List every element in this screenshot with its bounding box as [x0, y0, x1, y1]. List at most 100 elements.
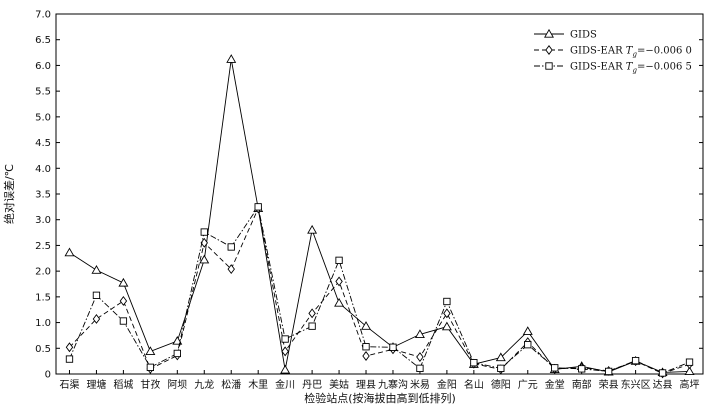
x-tick-label: 木里 — [248, 379, 268, 391]
x-tick-label: 丹巴 — [302, 379, 322, 391]
legend-tg-symbol: T — [623, 62, 634, 73]
data-point-triangle — [118, 277, 129, 287]
x-tick-label: 广元 — [518, 379, 538, 391]
x-axis: 石渠 理塘 稻城 甘孜 阿坝 九龙 松潘 木里 金川 丹巴 美姑 理县 九寨沟 米易 金阳 名山 德阳 广元 金堂南… — [59, 370, 700, 391]
y-tick-label: 5.0 — [35, 112, 51, 123]
data-point-triangle — [307, 224, 318, 234]
x-tick-label: 理塘 — [86, 378, 106, 391]
data-point-square — [281, 335, 289, 343]
y-tick-label: 2.0 — [35, 267, 51, 278]
data-point-triangle — [199, 254, 210, 264]
data-point-triangle — [441, 321, 452, 331]
data-point-triangle — [91, 265, 102, 274]
legend-label: GIDS-EAR Tg=−0.006 5 — [570, 62, 692, 75]
data-point-diamond — [119, 296, 128, 306]
data-point-triangle — [414, 329, 425, 338]
data-point-square — [551, 364, 559, 372]
y-tick-label: 6.0 — [35, 61, 51, 72]
legend-marker-diamond — [545, 45, 553, 55]
legend-label: GIDS-EAR Tg=−0.006 0 — [570, 46, 692, 59]
data-point-triangle — [64, 247, 75, 257]
legend-tg-symbol: T — [623, 46, 634, 57]
x-tick-label: 德阳 — [491, 378, 511, 391]
data-point-square — [200, 228, 208, 236]
data-point-triangle — [361, 321, 371, 330]
x-tick-label: 石渠 — [59, 379, 79, 391]
data-point-square — [308, 322, 316, 330]
y-tick-label: 4.5 — [35, 138, 51, 149]
data-point-square — [173, 349, 181, 358]
x-tick-label: 名山 — [464, 378, 484, 391]
data-point-square — [578, 365, 586, 373]
data-point-square — [685, 358, 694, 366]
x-tick-label: 荣县 — [599, 379, 619, 391]
x-tick-label: 高坪 — [680, 378, 700, 391]
data-point-triangle — [226, 54, 237, 63]
data-point-square — [631, 356, 640, 365]
data-point-diamond — [65, 342, 74, 353]
x-tick-label: 甘孜 — [140, 378, 160, 391]
data-point-diamond — [335, 276, 343, 287]
data-point-triangle — [522, 326, 533, 335]
x-tick-label: 稻城 — [113, 379, 133, 391]
x-tick-label: 九龙 — [194, 378, 214, 391]
legend-tg-subscript: g — [632, 67, 637, 75]
series-2 — [65, 203, 694, 379]
legend-tg-subscript: g — [632, 51, 637, 59]
data-point-square — [389, 343, 397, 351]
legend-suffix: =−0.006 0 — [637, 46, 692, 57]
data-point-diamond — [443, 308, 451, 319]
x-tick-label: 金堂 — [545, 378, 565, 391]
data-point-square — [658, 369, 667, 377]
y-tick-label: 5.5 — [35, 87, 51, 98]
x-tick-label: 南部 — [572, 378, 592, 391]
data-point-square — [119, 317, 128, 325]
y-tick-label: 4.0 — [35, 164, 51, 175]
data-point-triangle — [495, 352, 506, 362]
data-point-square — [335, 256, 343, 264]
series-line — [69, 205, 690, 374]
x-tick-label: 美姑 — [329, 378, 349, 391]
data-point-triangle — [334, 297, 345, 307]
x-tick-label: 松潘 — [221, 378, 241, 391]
data-point-square — [497, 364, 505, 372]
x-tick-label: 米易 — [410, 378, 430, 391]
data-point-square — [362, 343, 370, 351]
y-tick-label: 7.0 — [35, 10, 51, 21]
data-point-square — [227, 243, 235, 251]
legend-series-name: GIDS-EAR — [570, 46, 623, 57]
y-tick-label: 2.5 — [35, 241, 51, 252]
y-tick-label: 0.5 — [35, 344, 51, 355]
series-line — [69, 59, 690, 373]
data-point-square — [254, 203, 262, 211]
y-tick-label: 1.5 — [35, 292, 51, 303]
data-point-square — [65, 355, 74, 363]
y-axis-title: 绝对误差/℃ — [2, 164, 16, 224]
y-tick-label: 1.0 — [35, 318, 51, 329]
data-point-square — [146, 363, 155, 371]
x-tick-label: 金川 — [275, 378, 295, 391]
x-tick-label: 东兴区 — [621, 378, 651, 391]
data-point-diamond — [308, 308, 316, 319]
data-point-square — [470, 359, 478, 367]
data-point-triangle — [145, 346, 156, 355]
legend-suffix: =−0.006 5 — [637, 62, 692, 73]
series-3 — [65, 203, 694, 377]
y-tick-label: 6.5 — [35, 35, 51, 46]
data-point-triangle — [280, 364, 291, 374]
data-point-square — [604, 367, 613, 376]
data-point-square — [443, 297, 451, 306]
x-tick-label: 达县 — [653, 379, 673, 391]
data-point-square — [524, 341, 532, 349]
data-point-diamond — [92, 314, 101, 324]
legend-label: GIDS — [570, 30, 597, 41]
y-tick-label: 0 — [45, 370, 51, 381]
x-tick-label: 阿坝 — [167, 379, 187, 391]
y-axis: 0 0.5 1.0 1.5 2.0 2.5 3.0 3.5 4.0 4.5 5.0 5.5 6.0 6.5… — [35, 10, 703, 381]
legend-marker-square — [545, 62, 553, 70]
series-layer — [64, 54, 695, 379]
x-tick-label: 九寨沟 — [378, 378, 408, 391]
data-point-diamond — [227, 264, 235, 275]
